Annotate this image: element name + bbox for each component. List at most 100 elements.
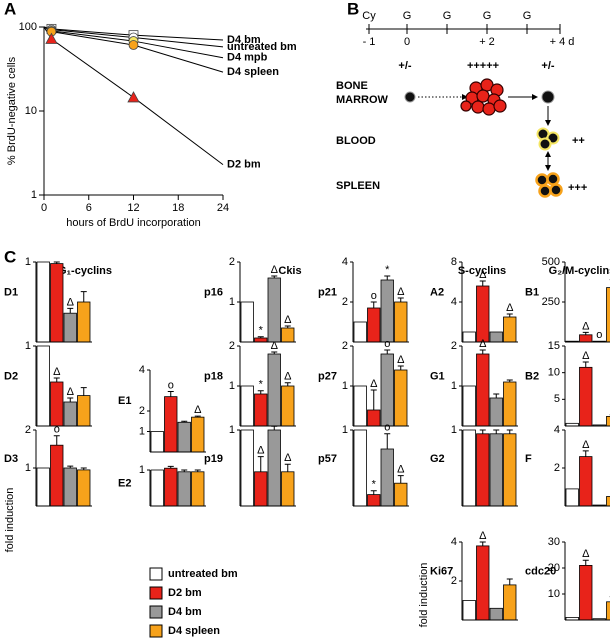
bar	[579, 366, 593, 427]
bar	[367, 307, 381, 343]
y-tick-label: 10	[25, 105, 37, 117]
y-axis-label: fold induction	[4, 488, 16, 553]
y-tick-label: 20	[548, 562, 560, 574]
bar	[191, 471, 205, 507]
error-bar	[506, 429, 513, 434]
bar	[254, 393, 268, 427]
bar	[267, 429, 281, 507]
row-label: BONE	[336, 80, 368, 92]
bar	[281, 327, 295, 343]
annotation: Δ	[67, 386, 75, 398]
bar	[177, 471, 191, 507]
annotation: Δ	[370, 378, 378, 390]
group-heading: G₁-cyclins	[58, 265, 112, 277]
error-bar	[582, 559, 589, 566]
annotation: Δ	[582, 548, 590, 560]
level: ++	[572, 135, 585, 147]
y-tick-label: 1	[451, 380, 457, 392]
chart-title: cdc20	[525, 566, 556, 578]
legend-label: untreated bm	[168, 568, 238, 580]
chart-title: E1	[118, 395, 131, 407]
y-tick-label: 250	[542, 296, 560, 308]
bar	[50, 381, 64, 427]
chart-title: E2	[118, 478, 131, 490]
y-tick-label: 2	[451, 575, 457, 587]
level: +/-	[398, 60, 411, 72]
annotation: Δ	[67, 296, 75, 308]
annotation: o	[384, 422, 390, 434]
series-label: D4 bm	[227, 34, 261, 46]
y-tick-label: 10	[548, 588, 560, 600]
event: G	[403, 10, 412, 22]
cell-cluster	[535, 172, 563, 198]
bar	[579, 456, 593, 507]
error-bar	[167, 391, 174, 397]
cell	[541, 90, 555, 104]
series-label: D4 spleen	[227, 66, 279, 78]
row-label: MARROW	[336, 94, 389, 106]
y-tick-label: 4	[554, 424, 560, 436]
bar	[281, 385, 295, 427]
bar	[606, 601, 610, 621]
bar	[503, 381, 517, 427]
chart-title: B1	[525, 286, 539, 298]
error-bar	[80, 387, 87, 396]
annotation: Δ	[257, 445, 265, 457]
x-tick-label: 24	[217, 202, 229, 214]
y-tick-label: 2	[342, 340, 348, 352]
bar	[191, 416, 205, 453]
x-tick-label: 12	[127, 202, 139, 214]
cell-cluster	[460, 78, 507, 116]
annotation: o	[168, 379, 174, 391]
bar	[50, 444, 64, 507]
error-bar	[271, 351, 278, 354]
day: - 1	[363, 36, 376, 48]
error-bar	[284, 382, 291, 386]
y-tick-label: 5	[554, 393, 560, 405]
chart-title: D3	[4, 453, 18, 465]
bar	[489, 397, 503, 427]
bar	[476, 285, 490, 343]
bar	[36, 467, 50, 507]
bar	[254, 337, 268, 343]
error-bar	[80, 467, 87, 470]
bar	[150, 431, 164, 453]
error-bar	[181, 469, 188, 472]
chart-title: p16	[204, 286, 223, 298]
y-tick-label: 10	[548, 367, 560, 379]
chart-title: Ki67	[430, 566, 453, 578]
legend-label: D4 spleen	[168, 625, 220, 637]
error-bar	[181, 420, 188, 423]
y-tick-label: 4	[139, 364, 145, 376]
error-bar	[370, 490, 377, 495]
error-bar	[397, 475, 404, 484]
bar	[240, 429, 254, 507]
legend-swatch	[149, 567, 163, 581]
bar	[240, 385, 254, 427]
bar	[489, 331, 503, 343]
error-bar	[493, 393, 500, 398]
arrowhead	[532, 94, 538, 100]
chart-title: F	[525, 453, 532, 465]
error-bar	[284, 325, 291, 328]
bar	[77, 469, 91, 507]
annotation: Δ	[271, 340, 279, 352]
error-bar	[167, 465, 174, 469]
annotation: Δ	[397, 464, 405, 476]
y-tick-label: 1	[31, 189, 37, 201]
y-tick-label: 2	[25, 424, 31, 436]
bar	[36, 261, 50, 343]
bar	[367, 494, 381, 507]
annotation: Δ	[582, 320, 590, 332]
panel-label: C	[4, 247, 16, 266]
level: +++++	[467, 60, 499, 72]
annotation: Δ	[479, 269, 487, 281]
error-bar	[479, 349, 486, 354]
bar	[579, 565, 593, 621]
annotation: *	[385, 264, 390, 276]
chart-title: p21	[318, 286, 337, 298]
bar	[503, 584, 517, 621]
bar	[353, 429, 367, 507]
y-tick-label: 1	[229, 380, 235, 392]
